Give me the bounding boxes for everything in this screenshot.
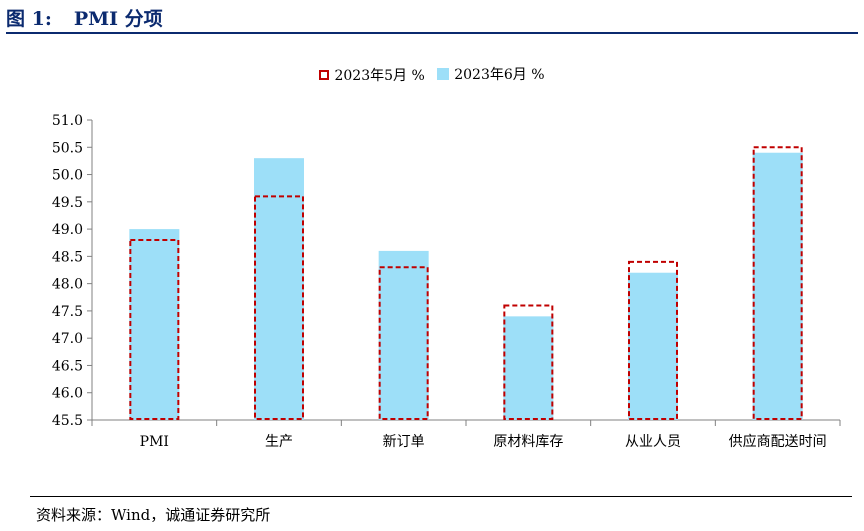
figure-title: 图 1: PMI 分项: [6, 4, 163, 31]
y-tick-label: 47.0: [52, 331, 83, 347]
title-rule: [6, 32, 858, 34]
y-tick-label: 50.5: [52, 140, 83, 156]
x-tick-label: 从业人员: [625, 434, 681, 450]
bar-may: [254, 195, 304, 420]
legend-label-may: 2023年5月 %: [334, 68, 425, 84]
source-note: 资料来源：Wind，诚通证券研究所: [36, 506, 271, 524]
bar-may: [752, 146, 803, 420]
bar-may: [503, 304, 554, 421]
y-tick-label: 47.5: [52, 304, 83, 320]
bar-may: [628, 260, 678, 420]
figure-number: 图 1:: [6, 8, 52, 30]
y-tick-label: 48.5: [52, 249, 83, 265]
figure-title-text: PMI 分项: [73, 8, 163, 30]
bar-jun: [628, 272, 678, 420]
bar-jun: [503, 316, 554, 420]
bar-jun: [378, 250, 429, 420]
y-tick-label: 48.0: [52, 277, 83, 293]
legend-swatch-jun: [437, 68, 450, 80]
y-tick-label: 49.5: [52, 195, 83, 211]
x-tick-label: 新订单: [383, 434, 425, 450]
bar-jun: [752, 152, 803, 420]
y-tick-label: 51.0: [52, 113, 83, 129]
x-tick-label: 供应商配送时间: [729, 433, 827, 450]
legend-label-jun: 2023年6月 %: [454, 67, 545, 83]
source-rule: [30, 496, 852, 497]
y-tick-label: 46.5: [52, 358, 83, 374]
x-tick-label: 生产: [265, 434, 293, 450]
chart-legend: 2023年5月 % 2023年6月 %: [0, 64, 864, 85]
legend-item-jun: 2023年6月 %: [437, 64, 545, 84]
y-tick-label: 45.5: [52, 413, 83, 429]
bar-jun: [254, 158, 304, 420]
x-tick-label: 原材料库存: [493, 434, 563, 450]
y-tick-label: 50.0: [52, 168, 83, 184]
x-tick-label: PMI: [140, 434, 169, 450]
legend-item-may: 2023年5月 %: [319, 65, 425, 85]
legend-swatch-may: [319, 70, 330, 80]
bar-may: [129, 239, 180, 420]
y-tick-label: 46.0: [52, 386, 83, 402]
y-tick-label: 49.0: [52, 222, 83, 238]
bar-may: [378, 266, 429, 421]
bar-jun: [129, 229, 180, 420]
